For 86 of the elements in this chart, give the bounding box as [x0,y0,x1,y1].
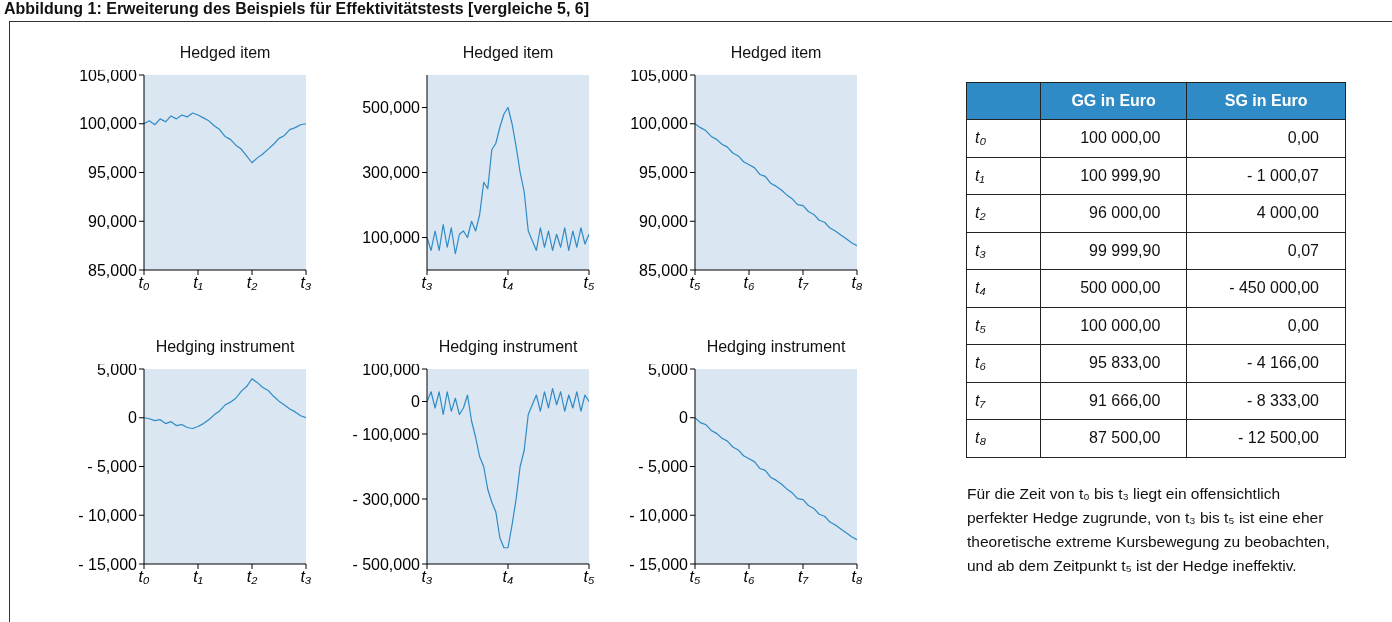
y-tick-label: - 300,000 [352,490,421,508]
y-tick-label: 90,000 [639,212,689,230]
y-tick-label: 5,000 [96,360,138,378]
y-tick-label: - 500,000 [352,555,421,573]
text: 91 666,00 [1089,391,1161,409]
text: 4 000,00 [1256,204,1319,222]
category-label: t₀ [975,129,987,147]
text: - 450 000,00 [1229,279,1319,297]
y-tick-label: 100,000 [362,360,421,378]
category-label: t₁ [975,166,985,184]
y-tick-label: 95,000 [639,164,689,182]
y-tick-label: - 10,000 [629,506,689,524]
x-tick-label: t₂ [246,274,258,292]
y-tick-label: - 15,000 [78,555,138,573]
x-tick-label: t₇ [797,568,810,586]
category-label: t₃ [975,241,986,259]
text: 95 833,00 [1089,354,1161,372]
y-tick-label: 105,000 [79,66,138,84]
category-label: GG in Euro [1040,82,1187,120]
text: - 1 000,07 [1246,166,1319,184]
y-tick-label: 105,000 [630,66,689,84]
category-label: SG in Euro [1186,82,1346,120]
y-tick-label: - 5,000 [87,458,138,476]
x-tick-label: t₅ [689,274,702,292]
category-label: t₆ [975,354,986,372]
category-label: t₂ [975,204,986,222]
x-tick-label: t₆ [743,274,755,292]
text: Für die Zeit von t₀ bis t₃ liegt ein offensichtlich perfekter Hedge zugrunde, von t₃ bis t₅ ist eine eher theoretische extreme Kursbewegung zu beobachten, und ab dem Zeitpunkt t₅ ist der Hedge ineffektiv. [967,484,1331,576]
text: 0,00 [1287,316,1319,334]
text: - 12 500,00 [1238,429,1319,447]
y-tick-label: 0 [411,393,421,411]
y-tick-label: - 15,000 [629,555,689,573]
chart-title: Hedging instrument [705,338,847,356]
y-tick-label: - 10,000 [78,506,138,524]
y-tick-label: 100,000 [79,115,138,133]
text: Abbildung 1: Erweiterung des Beispiels für Effektivitätstests [vergleiche 5, 6] [4,0,590,18]
text: 96 000,00 [1089,204,1161,222]
chart-title: Hedged item [461,44,555,62]
y-tick-label: 500,000 [362,99,421,117]
y-tick-label: 90,000 [88,212,138,230]
x-tick-label: t₄ [502,568,514,586]
y-tick-label: 300,000 [362,164,421,182]
text: 100 000,00 [1080,129,1161,147]
text: 99 999,90 [1089,241,1161,259]
x-tick-label: t₅ [583,568,596,586]
text: 100 999,90 [1080,166,1161,184]
chart-title: Hedging instrument [437,338,579,356]
x-tick-label: t₃ [421,568,433,586]
y-tick-label: 0 [128,409,138,427]
y-tick-label: - 5,000 [638,458,689,476]
chart-title: Hedged item [729,44,823,62]
category-label: t₇ [975,391,986,409]
y-tick-label: 5,000 [647,360,689,378]
chart-title: Hedging instrument [154,338,296,356]
x-tick-label: t₆ [743,568,755,586]
x-tick-label: t₂ [246,568,258,586]
text: 500 000,00 [1080,279,1161,297]
text: - 4 166,00 [1246,354,1319,372]
y-tick-label: - 100,000 [352,425,421,443]
x-tick-label: t₃ [300,274,312,292]
x-tick-label: t₅ [583,274,596,292]
x-tick-label: t₇ [797,274,810,292]
x-tick-label: t₅ [689,568,702,586]
text: 100 000,00 [1080,316,1161,334]
x-tick-label: t₃ [300,568,312,586]
x-tick-label: t₁ [193,568,203,586]
x-tick-label: t₀ [138,274,150,292]
chart-title: Hedged item [178,44,272,62]
y-tick-label: 100,000 [362,229,421,247]
x-tick-label: t₈ [851,568,863,586]
y-tick-label: 100,000 [630,115,689,133]
y-tick-label: 0 [679,409,689,427]
y-tick-label: 95,000 [88,164,138,182]
text: 0,07 [1287,241,1319,259]
y-tick-label: 85,000 [88,261,138,279]
category-label: t₅ [975,316,986,334]
x-tick-label: t₃ [421,274,433,292]
x-tick-label: t₁ [193,274,203,292]
x-tick-label: t₀ [138,568,150,586]
text: 87 500,00 [1089,429,1161,447]
y-tick-label: 85,000 [639,261,689,279]
x-tick-label: t₈ [851,274,863,292]
x-tick-label: t₄ [502,274,514,292]
text: - 8 333,00 [1246,391,1319,409]
text: 0,00 [1287,129,1319,147]
category-label: t₈ [975,429,987,447]
